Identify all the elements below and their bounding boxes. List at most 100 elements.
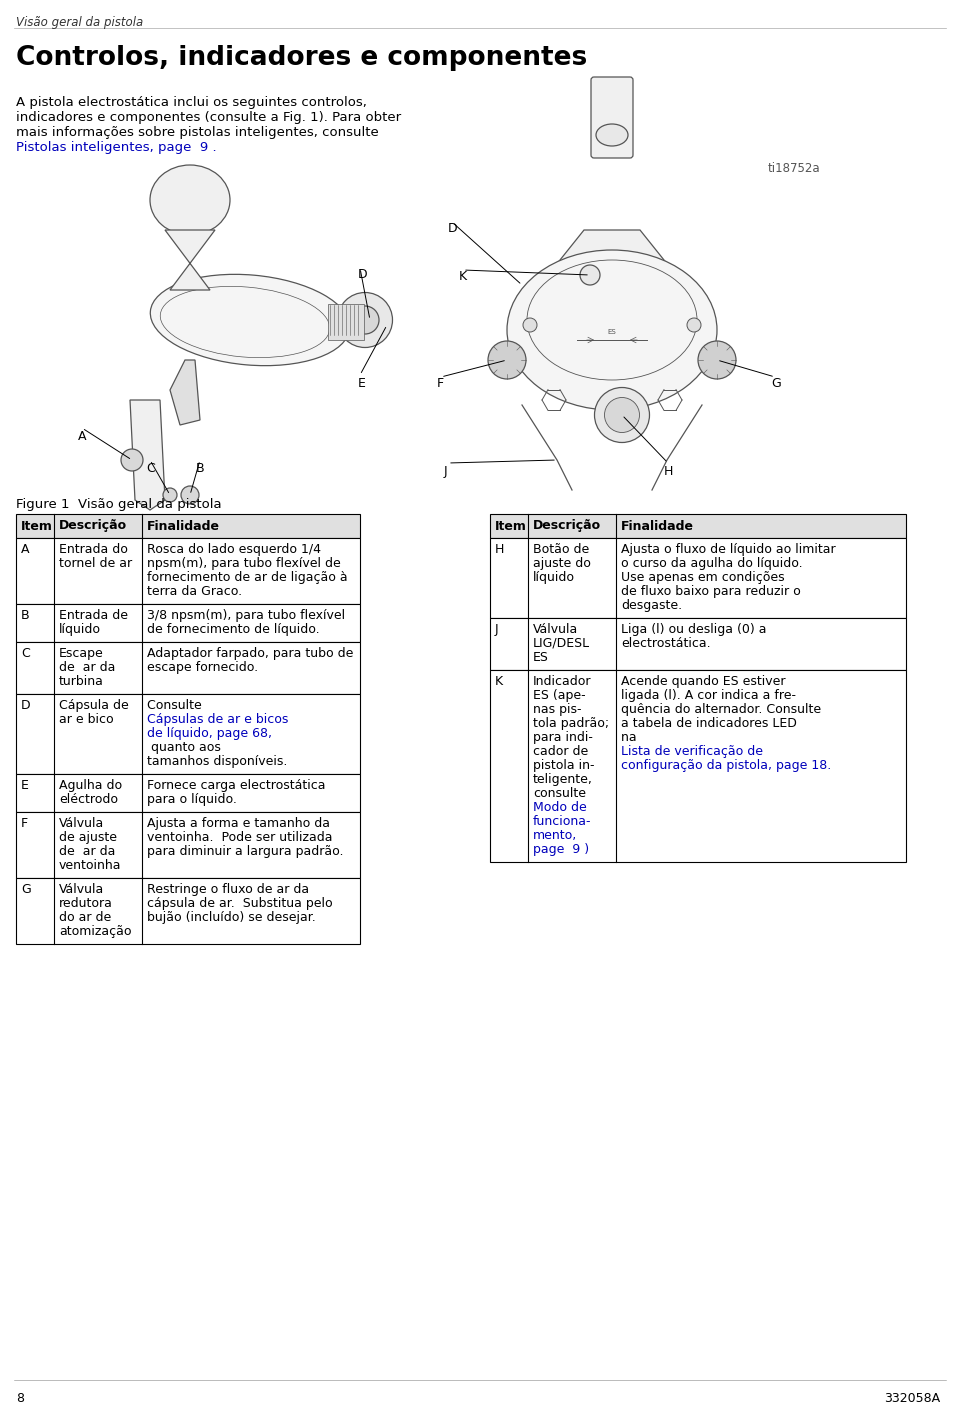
Ellipse shape	[351, 306, 379, 334]
Ellipse shape	[150, 166, 230, 235]
Text: C: C	[21, 647, 30, 660]
FancyBboxPatch shape	[591, 76, 633, 159]
Ellipse shape	[687, 319, 701, 331]
Text: Botão de: Botão de	[533, 542, 589, 556]
Text: de líquido, page 68,: de líquido, page 68,	[147, 726, 272, 741]
Text: Item: Item	[495, 520, 527, 532]
Ellipse shape	[605, 398, 639, 432]
Text: K: K	[459, 270, 468, 283]
Text: de  ar da: de ar da	[59, 661, 115, 674]
Bar	[328, 304, 364, 340]
Text: G: G	[21, 884, 31, 896]
Text: ventoinha: ventoinha	[59, 860, 122, 872]
Text: Entrada de: Entrada de	[59, 609, 128, 622]
Text: tola padrão;: tola padrão;	[533, 716, 610, 731]
Text: Finalidade: Finalidade	[621, 520, 694, 532]
Text: de  ar da: de ar da	[59, 845, 115, 858]
Bar	[16, 538, 360, 605]
Text: B: B	[196, 462, 204, 474]
Text: ajuste do: ajuste do	[533, 556, 590, 571]
Ellipse shape	[594, 388, 650, 442]
Text: J: J	[444, 464, 447, 479]
Text: líquido: líquido	[59, 623, 101, 636]
Bar	[490, 617, 906, 670]
Text: indicadores e componentes (consulte a Fig. 1). Para obter: indicadores e componentes (consulte a Fi…	[16, 110, 401, 125]
Text: D: D	[358, 268, 368, 280]
Text: D: D	[448, 222, 458, 235]
Text: ES: ES	[608, 329, 616, 336]
Text: mento,: mento,	[533, 828, 577, 843]
Bar	[490, 670, 906, 862]
Bar	[16, 605, 360, 641]
Text: E: E	[358, 377, 366, 389]
Text: tornel de ar: tornel de ar	[59, 556, 132, 571]
Bar	[16, 878, 360, 944]
Text: Rosca do lado esquerdo 1/4: Rosca do lado esquerdo 1/4	[147, 542, 321, 556]
Text: A: A	[21, 542, 30, 556]
Bar	[16, 811, 360, 878]
Text: Cápsulas de ar e bicos: Cápsulas de ar e bicos	[147, 714, 288, 726]
Ellipse shape	[580, 265, 600, 285]
Text: Pistolas inteligentes, page  9 .: Pistolas inteligentes, page 9 .	[16, 142, 217, 154]
Text: A: A	[78, 430, 86, 443]
Ellipse shape	[163, 489, 177, 503]
Bar	[16, 775, 360, 811]
Text: Descrição: Descrição	[59, 520, 127, 532]
Text: ES (ape-: ES (ape-	[533, 690, 586, 702]
Polygon shape	[165, 229, 215, 290]
Ellipse shape	[698, 341, 736, 379]
Ellipse shape	[338, 293, 393, 347]
Text: escape fornecido.: escape fornecido.	[147, 661, 258, 674]
Text: o curso da agulha do líquido.: o curso da agulha do líquido.	[621, 556, 803, 571]
Text: Cápsula de: Cápsula de	[59, 700, 129, 712]
Text: tamanhos disponíveis.: tamanhos disponíveis.	[147, 755, 287, 767]
Text: terra da Graco.: terra da Graco.	[147, 585, 242, 598]
Text: de fluxo baixo para reduzir o: de fluxo baixo para reduzir o	[621, 585, 801, 598]
Bar	[490, 538, 906, 617]
Text: Descrição: Descrição	[533, 520, 601, 532]
Text: desgaste.: desgaste.	[621, 599, 683, 612]
Text: F: F	[437, 377, 444, 389]
Text: K: K	[495, 675, 503, 688]
Text: Válvula: Válvula	[533, 623, 578, 636]
Bar	[490, 514, 906, 538]
Text: teligente,: teligente,	[533, 773, 593, 786]
Text: Adaptador farpado, para tubo de: Adaptador farpado, para tubo de	[147, 647, 353, 660]
Text: de fornecimento de líquido.: de fornecimento de líquido.	[147, 623, 320, 636]
Bar	[16, 514, 360, 538]
Text: Ajusta a forma e tamanho da: Ajusta a forma e tamanho da	[147, 817, 330, 830]
Ellipse shape	[507, 251, 717, 411]
Text: Fornece carga electrostática: Fornece carga electrostática	[147, 779, 325, 792]
Text: G: G	[771, 377, 780, 389]
Text: Válvula: Válvula	[59, 817, 105, 830]
Ellipse shape	[151, 275, 349, 365]
Text: ES: ES	[533, 651, 549, 664]
Text: Escape: Escape	[59, 647, 104, 660]
Text: C: C	[146, 462, 155, 474]
Polygon shape	[170, 360, 200, 425]
Text: cápsula de ar.  Substitua pelo: cápsula de ar. Substitua pelo	[147, 896, 332, 910]
Ellipse shape	[523, 319, 537, 331]
Text: pistola in-: pistola in-	[533, 759, 594, 772]
Text: E: E	[21, 779, 29, 792]
Text: LIG/DESL: LIG/DESL	[533, 637, 590, 650]
Bar	[16, 694, 360, 775]
Bar	[16, 641, 360, 694]
Text: H: H	[495, 542, 504, 556]
Text: atomização: atomização	[59, 925, 132, 937]
Text: H: H	[664, 464, 673, 479]
Text: ligada (l). A cor indica a fre-: ligada (l). A cor indica a fre-	[621, 690, 796, 702]
Text: para o líquido.: para o líquido.	[147, 793, 237, 806]
Polygon shape	[552, 229, 672, 270]
Text: Entrada do: Entrada do	[59, 542, 128, 556]
Text: electrostática.: electrostática.	[621, 637, 710, 650]
Text: Figure 1  Visão geral da pistola: Figure 1 Visão geral da pistola	[16, 498, 222, 511]
Text: eléctrodo: eléctrodo	[59, 793, 118, 806]
Text: para indi-: para indi-	[533, 731, 593, 743]
Text: ar e bico: ar e bico	[59, 714, 113, 726]
Text: Lista de verificação de: Lista de verificação de	[621, 745, 763, 758]
Text: J: J	[495, 623, 498, 636]
Ellipse shape	[488, 341, 526, 379]
Text: A pistola electrostática inclui os seguintes controlos,: A pistola electrostática inclui os segui…	[16, 96, 367, 109]
Text: 8: 8	[16, 1392, 24, 1405]
